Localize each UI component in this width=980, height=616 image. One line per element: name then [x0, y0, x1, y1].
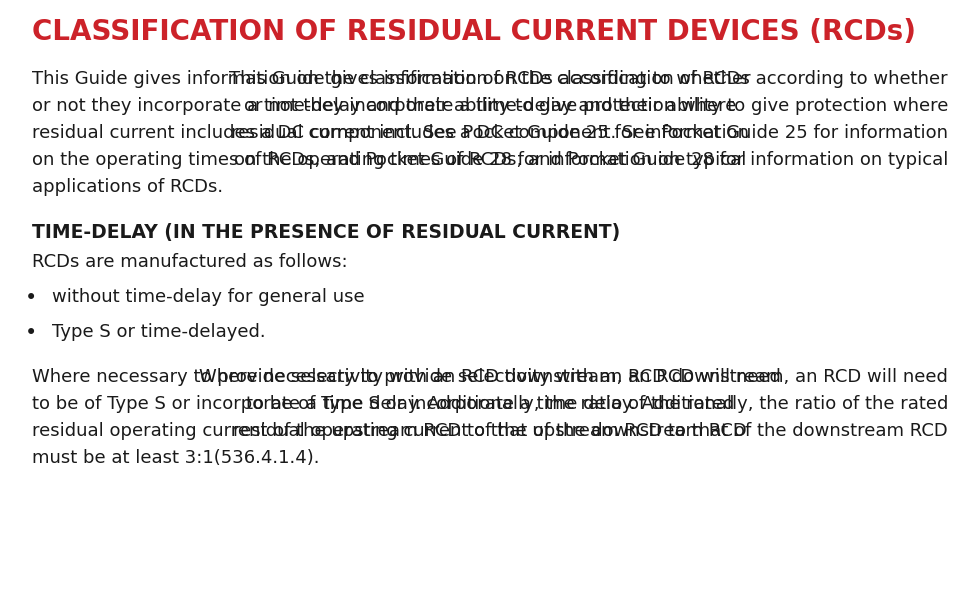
- Text: residual operating current of the upstream RCD to that of the downstream RCD: residual operating current of the upstre…: [32, 422, 747, 440]
- Text: to be of Type S or incorporate a time delay. Additionally, the ratio of the rate: to be of Type S or incorporate a time de…: [246, 395, 948, 413]
- Text: must be at least 3:1(536.4.1.4).: must be at least 3:1(536.4.1.4).: [32, 449, 319, 467]
- Text: This Guide gives information on the classification of RCDs according to whether: This Guide gives information on the clas…: [229, 70, 948, 88]
- Text: Where necessary to provide selectivity with an RCD downstream, an RCD will need: Where necessary to provide selectivity w…: [199, 368, 948, 386]
- Text: This Guide gives information on the classification of RCDs according to whether: This Guide gives information on the clas…: [32, 70, 751, 88]
- Text: applications of RCDs.: applications of RCDs.: [32, 178, 223, 196]
- Text: or not they incorporate a time-delay and their ability to give protection where: or not they incorporate a time-delay and…: [244, 97, 948, 115]
- Text: •: •: [25, 288, 37, 308]
- Text: •: •: [25, 323, 37, 343]
- Text: residual operating current of the upstream RCD to that of the downstream RCD: residual operating current of the upstre…: [233, 422, 948, 440]
- Text: or not they incorporate a time-delay and their ability to give protection where: or not they incorporate a time-delay and…: [32, 97, 736, 115]
- Text: RCDs are manufactured as follows:: RCDs are manufactured as follows:: [32, 253, 348, 271]
- Text: on the operating times of RCDs, and Pocket Guide 28 for information on typical: on the operating times of RCDs, and Pock…: [233, 151, 948, 169]
- Text: residual current includes a DC component. See Pocket Guide 25 for information: residual current includes a DC component…: [32, 124, 749, 142]
- Text: CLASSIFICATION OF RESIDUAL CURRENT DEVICES (RCDs): CLASSIFICATION OF RESIDUAL CURRENT DEVIC…: [32, 18, 916, 46]
- Text: without time-delay for general use: without time-delay for general use: [52, 288, 365, 306]
- Text: to be of Type S or incorporate a time delay. Additionally, the ratio of the rate: to be of Type S or incorporate a time de…: [32, 395, 734, 413]
- Text: residual current includes a DC component. See Pocket Guide 25 for information: residual current includes a DC component…: [231, 124, 948, 142]
- Text: Where necessary to provide selectivity with an RCD downstream, an RCD will need: Where necessary to provide selectivity w…: [32, 368, 781, 386]
- Text: Type S or time-delayed.: Type S or time-delayed.: [52, 323, 266, 341]
- Text: TIME-DELAY (IN THE PRESENCE OF RESIDUAL CURRENT): TIME-DELAY (IN THE PRESENCE OF RESIDUAL …: [32, 223, 620, 242]
- Text: on the operating times of RCDs, and Pocket Guide 28 for information on typical: on the operating times of RCDs, and Pock…: [32, 151, 747, 169]
